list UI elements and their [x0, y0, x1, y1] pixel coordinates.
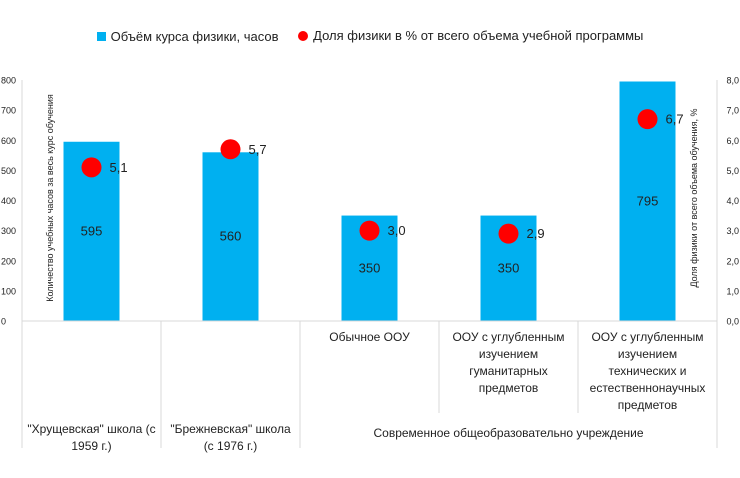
- share-value-label: 6,7: [666, 112, 684, 127]
- share-point: [637, 109, 658, 130]
- group-label: "Хрущевская" школа (с: [27, 422, 155, 436]
- share-value-label: 5,1: [110, 160, 128, 175]
- category-tick-label: изучением: [479, 347, 538, 361]
- share-value-label: 5,7: [249, 142, 267, 157]
- legend-swatch-bar: [96, 31, 106, 41]
- y-tick-label: 100: [1, 286, 16, 296]
- category-tick-label: технических и: [608, 364, 686, 378]
- chart-legend: Объём курса физики, часов Доля физики в …: [0, 28, 740, 44]
- category-tick-label: естественнонаучных: [590, 381, 706, 395]
- legend-swatch-dot: [298, 30, 309, 41]
- bar-value-label: 350: [498, 260, 520, 275]
- y-tick-label: 200: [1, 256, 16, 266]
- legend-item-bars: Объём курса физики, часов: [96, 28, 279, 44]
- legend-label-dots: Доля физики в % от всего объема учебной …: [313, 28, 644, 43]
- group-label: (с 1976 г.): [204, 439, 258, 453]
- y-tick-label: 700: [1, 106, 16, 116]
- category-tick-label: предметов: [618, 398, 678, 412]
- share-value-label: 3,0: [388, 223, 406, 238]
- y-tick-label: 800: [1, 76, 16, 86]
- y-tick-label: 0: [1, 317, 6, 327]
- y2-tick-label: 6,0: [726, 136, 739, 146]
- bar: [202, 152, 259, 321]
- y-axis-title: Количество учебных часов за весь курс об…: [45, 94, 55, 302]
- share-point: [81, 157, 102, 178]
- bar-value-label: 795: [637, 193, 659, 208]
- group-label: Современное общеобразовательно учреждени…: [373, 426, 643, 440]
- y2-tick-label: 0,0: [726, 317, 739, 327]
- bar-value-label: 350: [359, 260, 381, 275]
- y2-tick-label: 5,0: [726, 166, 739, 176]
- y2-tick-label: 2,0: [726, 256, 739, 266]
- y-tick-label: 300: [1, 226, 16, 236]
- share-point: [359, 220, 380, 241]
- share-point: [220, 139, 241, 160]
- y-tick-label: 400: [1, 196, 16, 206]
- legend-label-bars: Объём курса физики, часов: [110, 28, 279, 44]
- category-tick-label: Обычное ООУ: [329, 330, 410, 344]
- share-value-label: 2,9: [527, 226, 545, 241]
- group-label: 1959 г.): [71, 439, 111, 453]
- y2-tick-label: 1,0: [726, 286, 739, 296]
- category-tick-label: гуманитарных: [469, 364, 547, 378]
- bar-value-label: 560: [220, 229, 242, 244]
- y2-tick-label: 3,0: [726, 226, 739, 236]
- y-tick-label: 600: [1, 136, 16, 146]
- category-tick-label: изучением: [618, 347, 677, 361]
- group-label: "Брежневская" школа: [170, 422, 291, 436]
- bar-value-label: 595: [81, 223, 103, 238]
- y2-axis-title: Доля физики от всего объема обучения, %: [689, 108, 699, 287]
- category-tick-label: предметов: [479, 381, 539, 395]
- legend-item-dots: Доля физики в % от всего объема учебной …: [298, 28, 643, 43]
- y2-tick-label: 8,0: [726, 76, 739, 86]
- share-point: [498, 223, 519, 244]
- category-tick-label: ООУ с углубленным: [452, 330, 564, 344]
- category-tick-label: ООУ с углубленным: [591, 330, 703, 344]
- y-tick-label: 500: [1, 166, 16, 176]
- y2-tick-label: 4,0: [726, 196, 739, 206]
- y2-tick-label: 7,0: [726, 106, 739, 116]
